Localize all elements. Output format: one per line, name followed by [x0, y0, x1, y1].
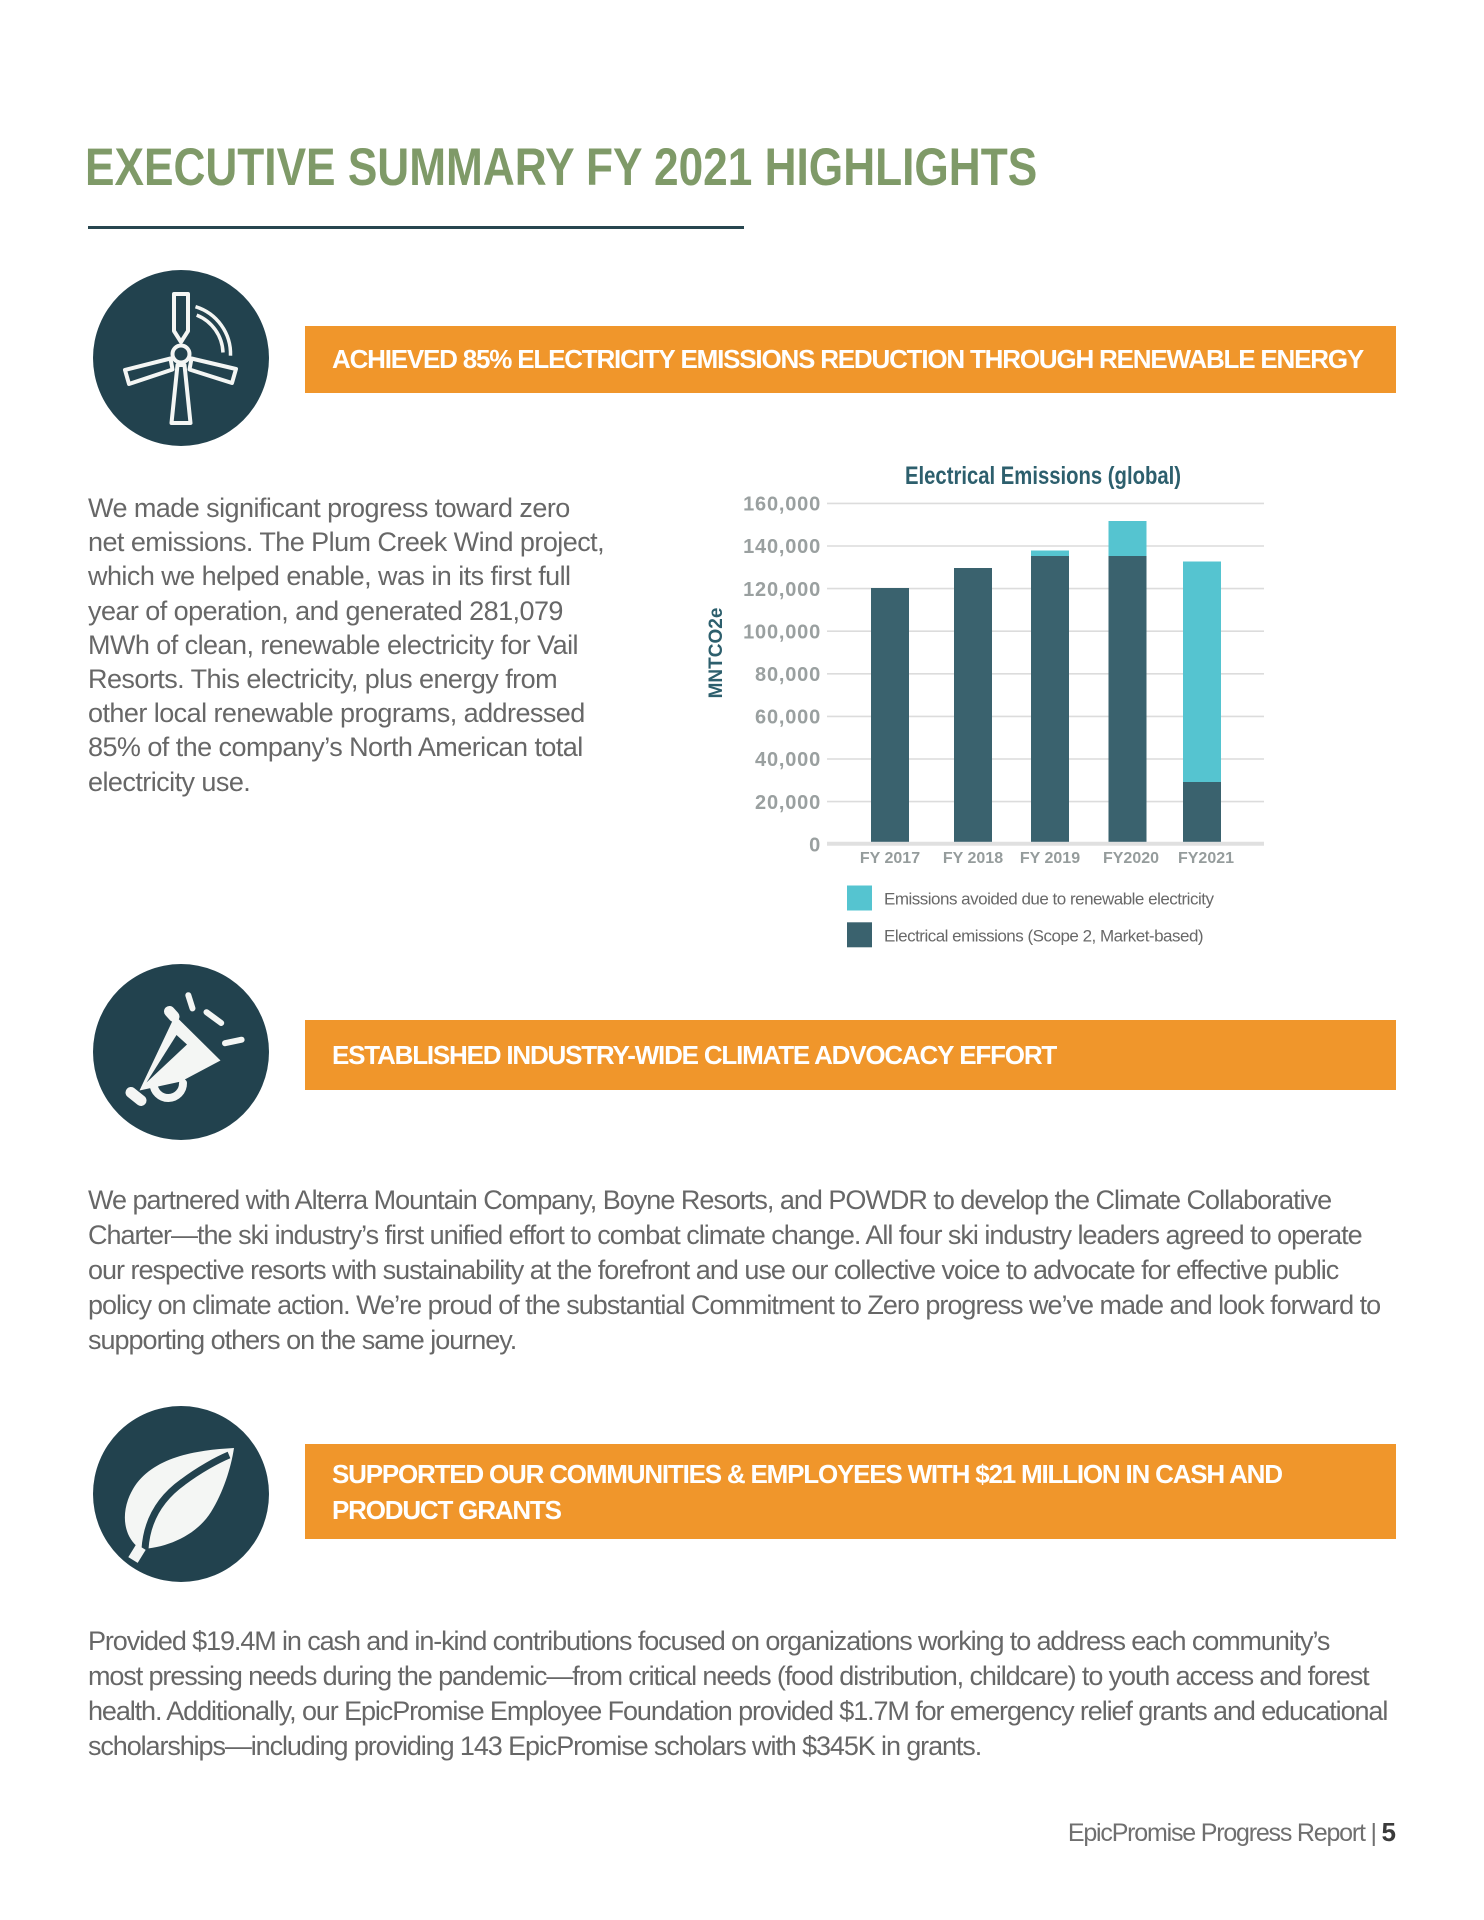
svg-text:60,000: 60,000 — [755, 707, 821, 729]
svg-text:20,000: 20,000 — [755, 792, 821, 814]
svg-text:0: 0 — [809, 834, 821, 856]
svg-text:80,000: 80,000 — [755, 664, 821, 686]
svg-text:100,000: 100,000 — [743, 621, 821, 643]
svg-text:FY 2018: FY 2018 — [943, 850, 1003, 867]
svg-text:Electrical emissions (Scope 2,: Electrical emissions (Scope 2, Market-ba… — [884, 926, 1203, 945]
svg-text:Emissions avoided due to renew: Emissions avoided due to renewable elect… — [884, 890, 1214, 909]
svg-text:FY2020: FY2020 — [1103, 850, 1159, 867]
svg-text:120,000: 120,000 — [743, 579, 821, 601]
svg-text:160,000: 160,000 — [743, 494, 821, 516]
svg-text:FY 2019: FY 2019 — [1020, 850, 1080, 867]
svg-text:40,000: 40,000 — [755, 749, 821, 771]
svg-text:FY2021: FY2021 — [1178, 850, 1234, 867]
svg-text:MNTCO2e: MNTCO2e — [706, 608, 727, 699]
svg-text:Electrical Emissions (global): Electrical Emissions (global) — [905, 462, 1181, 490]
svg-text:FY 2017: FY 2017 — [860, 850, 920, 867]
svg-text:140,000: 140,000 — [743, 536, 821, 558]
